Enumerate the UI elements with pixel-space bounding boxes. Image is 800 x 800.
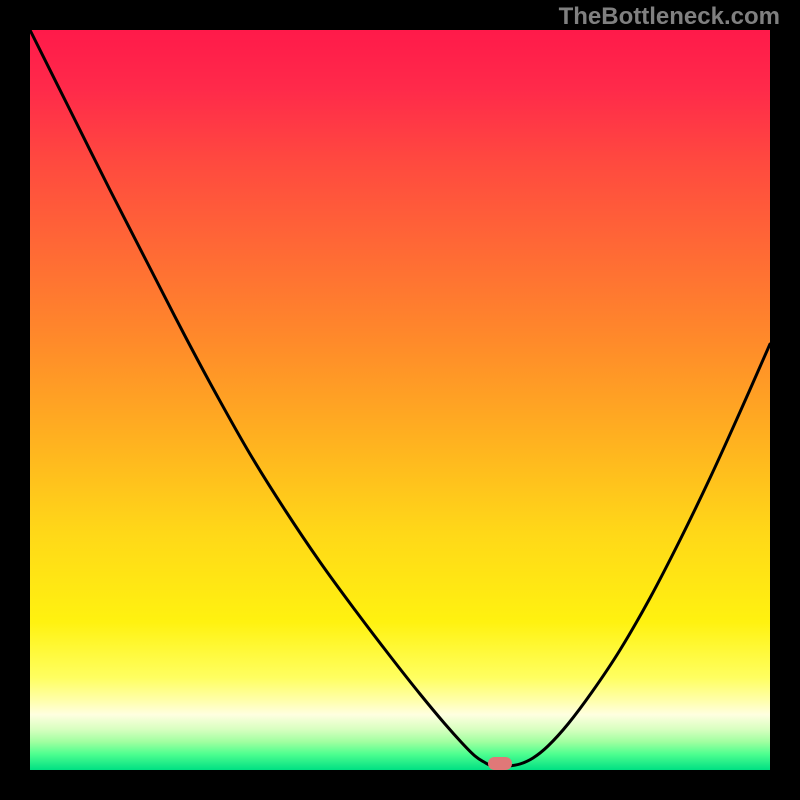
plot-area	[30, 30, 770, 770]
watermark-text: TheBottleneck.com	[559, 3, 780, 31]
chart-container: TheBottleneck.com	[0, 0, 800, 800]
optimal-marker	[488, 757, 512, 770]
